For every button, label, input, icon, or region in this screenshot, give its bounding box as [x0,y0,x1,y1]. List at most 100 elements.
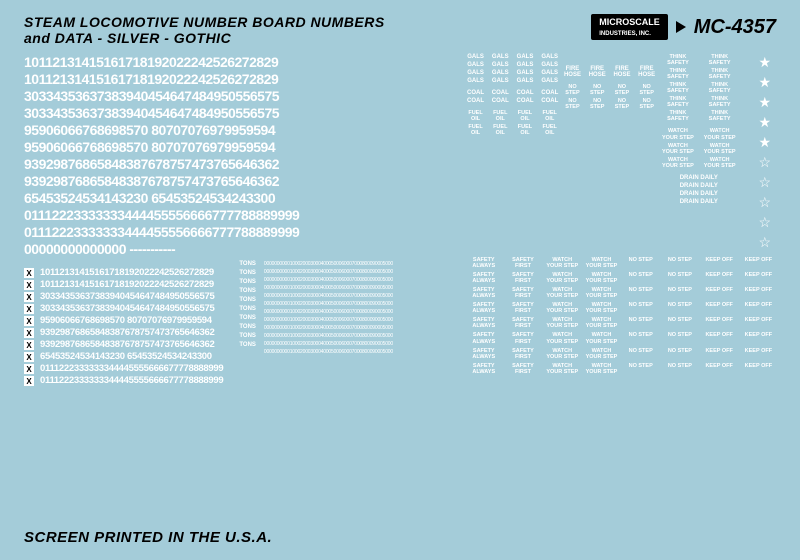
safety-cell: KEEP OFF [702,317,737,329]
safety-cell: SAFETY ALWAYS [466,287,501,299]
x-icon: X [24,316,34,326]
data-cell: DRAIN DAILY [660,191,737,197]
safety-cell: KEEP OFF [702,257,737,269]
safety-cell: KEEP OFF [741,257,776,269]
safety-cell: NO STEP [662,363,697,375]
data-cell: DRAIN DAILY [660,175,737,181]
brand-block: MICROSCALEINDUSTRIES, INC. MC-4357 [591,14,776,40]
safety-cell: SAFETY FIRST [505,287,540,299]
star-icon: ★ [758,54,771,71]
bottom-safety-grid: SAFETY ALWAYS SAFETY FIRST WATCH YOUR STEP… [466,257,776,375]
data-cell: FUEL OIL [540,124,559,136]
x-icon: X [24,340,34,350]
star-icon: ★ [758,114,771,131]
data-cell: GALS [466,70,485,76]
data-cell: COAL [466,98,485,104]
data-cell: COAL [540,90,559,96]
main: 1011213141516171819202224252627282910112… [0,54,800,387]
safety-cell: KEEP OFF [702,332,737,344]
safety-cell: SAFETY FIRST [505,363,540,375]
brand-sub: INDUSTRIES, INC. [599,31,651,37]
safety-cell: SAFETY ALWAYS [466,363,501,375]
star-outline-icon: ☆ [758,154,771,171]
safety-cell: NO STEP [623,272,658,284]
data-cell: GALS [540,70,559,76]
safety-cell: WATCH YOUR STEP [584,257,619,269]
micro-row: 0000000000100020003000400050006000700080… [264,341,460,347]
data-cell: THINK SAFETY [660,68,696,80]
firehose-grid: FIRE HOSEFIRE HOSEFIRE HOSEFIRE HOSE [563,66,656,78]
data-cell: GALS [540,78,559,84]
data-cell: GALS [516,62,535,68]
micro-row: 0000000000100020003000400050006000700080… [264,301,460,307]
safety-cell: KEEP OFF [702,272,737,284]
safety-cell: NO STEP [623,287,658,299]
tons-label: TONS [239,270,256,276]
safety-cell: SAFETY ALWAYS [466,302,501,314]
logo: MICROSCALEINDUSTRIES, INC. [591,14,668,40]
star-outline-icon: ☆ [758,234,771,251]
safety-cell: KEEP OFF [741,317,776,329]
star-outline-icon: ☆ [758,214,771,231]
tons-label: TONS [239,315,256,321]
data-cell: GALS [466,62,485,68]
data-cell: WATCH YOUR STEP [702,143,738,155]
safety-cell: SAFETY FIRST [505,302,540,314]
data-cell: NO STEP [563,84,582,96]
micro-row: 0000000000100020003000400050006000700080… [264,309,460,315]
tons-column: TONSTONSTONSTONSTONSTONSTONSTONSTONSTONS [239,261,256,387]
number-row: 01112223333333444455556666777788889999 [24,207,460,223]
x-icon: X [24,364,34,374]
safety-cell: SAFETY FIRST [505,257,540,269]
safety-cell: KEEP OFF [741,363,776,375]
tons-label: TONS [239,288,256,294]
number-text: 10112131415161718192022242526272829 [40,267,214,278]
data-cell: GALS [516,70,535,76]
number-row: 00000000000000 ----------- [24,241,460,257]
data-cell: FUEL OIL [466,110,485,122]
data-cell: COAL [540,98,559,104]
logo-arrow-icon [676,21,686,33]
data-cell: NO STEP [588,98,607,110]
title-line2: and DATA - SILVER - GOTHIC [24,30,385,46]
safety-cell: WATCH YOUR STEP [584,332,619,344]
data-cell: FUEL OIL [516,110,535,122]
number-row: 65453524534143230 65453524534243300 [24,190,460,206]
safety-cell: SAFETY ALWAYS [466,272,501,284]
data-cell: GALS [491,70,510,76]
data-cell: FUEL OIL [491,110,510,122]
number-row-small: X0111222333333344445555666677778888999 [24,375,223,387]
star-icon: ★ [758,94,771,111]
safety-cell: WATCH YOUR STEP [545,363,580,375]
title-line1: STEAM LOCOMOTIVE NUMBER BOARD NUMBERS [24,14,385,30]
tons-label: TONS [239,324,256,330]
title: STEAM LOCOMOTIVE NUMBER BOARD NUMBERS an… [24,14,385,46]
star-icon: ★ [758,74,771,91]
data-cell: COAL [466,90,485,96]
data-cell: COAL [516,90,535,96]
micro-row: 0000000000100020003000400050006000700080… [264,293,460,299]
number-text: 10112131415161718192022242526272829 [40,279,214,290]
number-text: 30334353637383940454647484950556575 [40,303,214,314]
safety-cell: WATCH YOUR STEP [545,302,580,314]
micro-row: 0000000000100020003000400050006000700080… [264,349,460,355]
left-column: 1011213141516171819202224252627282910112… [24,54,460,387]
safety-cell: KEEP OFF [702,302,737,314]
number-row: 95906066768698570 80707076979959594 [24,139,460,155]
star-outline-icon: ☆ [758,194,771,211]
data-cell: NO STEP [613,84,632,96]
data-cell: THINK SAFETY [702,54,738,66]
data-cell: GALS [516,78,535,84]
safety-cell: SAFETY FIRST [505,348,540,360]
micro-numbers: 0000000000100020003000400050006000700080… [264,261,460,387]
drain-grid: DRAIN DAILYDRAIN DAILYDRAIN DAILYDRAIN D… [660,175,737,205]
x-icon: X [24,280,34,290]
number-row-small: X30334353637383940454647484950556575 [24,303,223,315]
safety-cell: WATCH YOUR STEP [545,287,580,299]
data-cell: GALS [540,54,559,60]
safety-cell: NO STEP [662,257,697,269]
misc-grid-1 [563,54,656,60]
number-row: 30334353637383940454647484950556575 [24,88,460,104]
footer: SCREEN PRINTED IN THE U.S.A. [24,529,272,546]
data-cell: THINK SAFETY [702,82,738,94]
